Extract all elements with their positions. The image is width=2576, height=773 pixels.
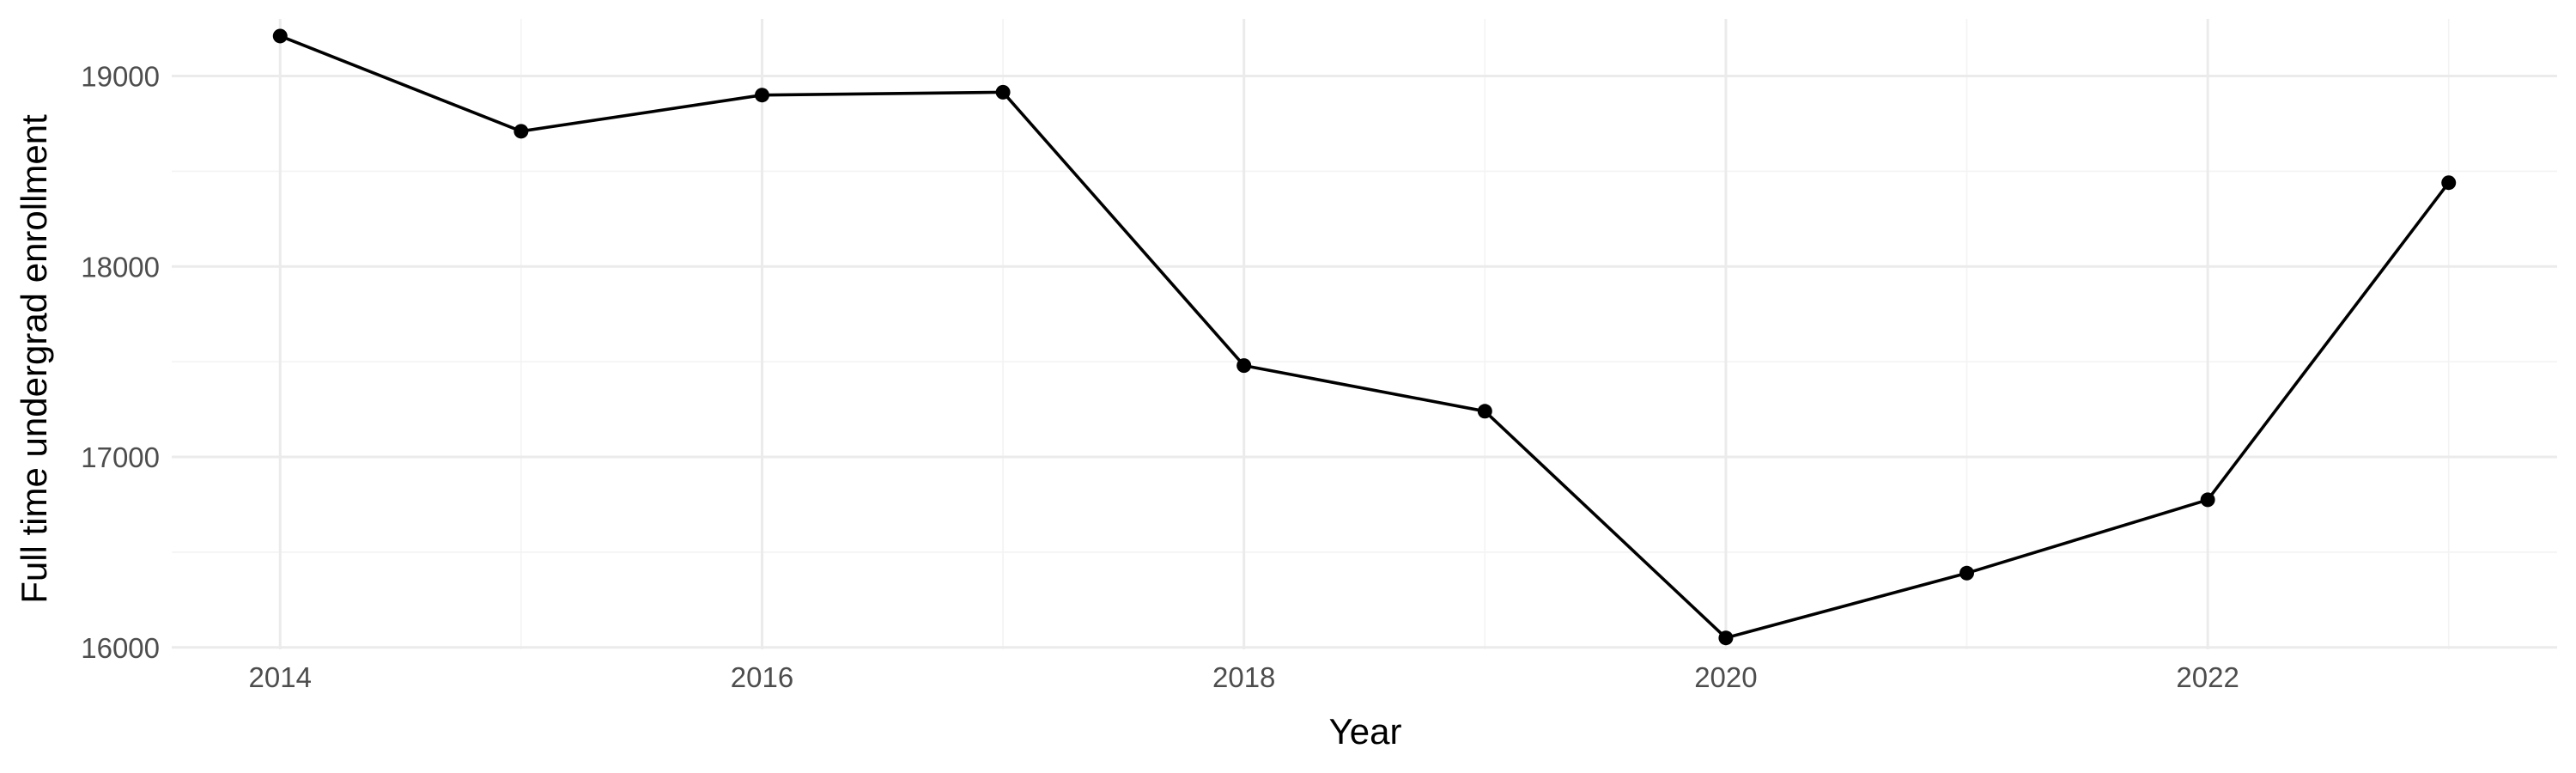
x-tick-label: 2014 (249, 661, 312, 693)
data-point (2200, 492, 2215, 508)
data-point (1477, 404, 1492, 419)
grid-lines (172, 19, 2557, 649)
y-tick-label: 17000 (81, 441, 160, 473)
x-axis-tick-labels: 2014 2016 2018 2020 2022 (249, 661, 2239, 693)
x-tick-label: 2018 (1212, 661, 1275, 693)
data-point (1959, 565, 1975, 581)
data-point (513, 124, 529, 139)
data-point (272, 28, 288, 44)
data-point (1236, 358, 1252, 374)
data-point (1718, 630, 1734, 646)
series-layer (272, 28, 2457, 646)
y-tick-label: 16000 (81, 632, 160, 664)
y-tick-label: 19000 (81, 61, 160, 93)
data-point (754, 88, 769, 103)
data-point (2441, 175, 2457, 191)
x-tick-label: 2020 (1694, 661, 1757, 693)
y-axis-title: Full time undergrad enrollment (14, 114, 54, 604)
x-axis-title: Year (1329, 711, 1402, 752)
x-tick-label: 2022 (2176, 661, 2239, 693)
x-tick-label: 2016 (731, 661, 793, 693)
data-point (995, 84, 1011, 100)
y-tick-label: 18000 (81, 251, 160, 283)
y-axis-tick-labels: 16000 17000 18000 19000 (81, 61, 160, 664)
series-line (279, 34, 2451, 640)
